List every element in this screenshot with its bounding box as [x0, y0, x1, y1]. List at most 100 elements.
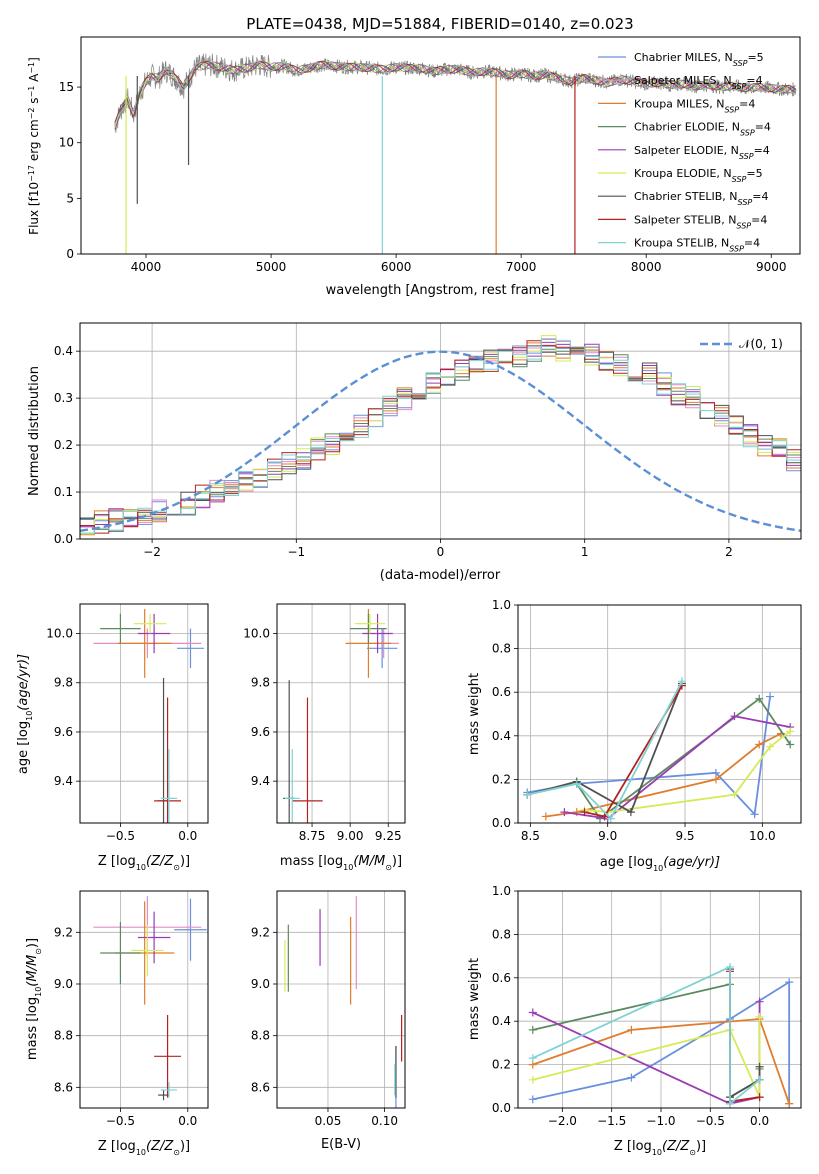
y-tick-label: 0.1: [54, 485, 73, 499]
legend-label-part: Kroupa MILES, N: [634, 97, 724, 110]
legend-label-part: SSP: [736, 221, 751, 230]
legend-label: Chabrier MILES, NSSP=5: [634, 51, 764, 68]
legend-label: Chabrier ELODIE, NSSP=4: [634, 121, 771, 138]
legend-label-part: =4: [751, 213, 767, 226]
x-axis-label-part: )]: [180, 1139, 190, 1154]
y-tick-label: 0.4: [492, 1014, 511, 1028]
legend-label-part: Kroupa ELODIE, N: [634, 167, 732, 180]
axes-frame: [79, 603, 209, 824]
x-axis-label: age [log10(age/yr)]: [600, 855, 720, 873]
x-axis-label-part: ⊙: [173, 863, 180, 872]
y-axis-label-part: −2: [27, 108, 36, 120]
y-axis-label: mass weight: [467, 673, 482, 755]
x-tick-label: 4000: [131, 260, 162, 274]
mass-vs-metallicity-plot: −0.5 0.08.68.89.09.2Z [log10(Z/Z⊙)]mass […: [25, 890, 209, 1157]
series-line: [564, 715, 791, 820]
y-tick-label: 0.3: [54, 391, 73, 405]
y-tick-label: 15: [59, 80, 74, 94]
errorbar: [350, 613, 387, 644]
legend-label-part: Salpeter MILES, N: [634, 74, 732, 87]
y-tick-label: 9.0: [251, 977, 270, 991]
y-axis-label-part: −1: [27, 62, 36, 74]
mass-vs-ebv-plot: 0.05 0.10 8.6 8.8 9.0 9.2 E(B-V): [251, 890, 406, 1152]
x-tick-label: 9.25: [375, 829, 402, 843]
errorbar-layer: [284, 896, 403, 1108]
series-marker: [755, 694, 764, 703]
x-axis-label-part: 10: [652, 1148, 662, 1157]
errorbar: [117, 608, 172, 678]
x-tick-label: 6000: [381, 260, 412, 274]
series-marker: [766, 692, 775, 701]
errorbar-layer: [93, 608, 204, 823]
errorbar: [133, 613, 167, 634]
x-axis-label-part: wavelength [Angstrom, rest frame]: [326, 283, 555, 298]
legend-label-part: Salpeter ELODIE, N: [634, 144, 739, 157]
x-axis-label-part: Z [log: [98, 854, 136, 869]
y-tick-label: 1.0: [492, 598, 511, 612]
spectrum-layer: [114, 53, 797, 254]
y-axis-label-part: 10: [25, 711, 34, 721]
series-marker: [730, 790, 739, 799]
x-tick-label: 8000: [631, 260, 662, 274]
legend-label: 𝒩(0, 1): [739, 337, 783, 351]
series-marker: [627, 1073, 636, 1082]
errorbar-layer: [93, 896, 207, 1101]
series-marker: [755, 1062, 764, 1071]
series-marker: [726, 1099, 735, 1108]
series-marker: [755, 1012, 764, 1021]
y-tick-label: 0.6: [492, 971, 511, 985]
errorbar-layer: [283, 608, 399, 823]
x-axis-label-part: ⊙: [385, 863, 392, 872]
x-tick-label: 0.0: [178, 829, 197, 843]
y-axis-label-part: ⊙: [34, 948, 43, 955]
x-axis-label-part: ⊙: [689, 1148, 696, 1157]
errorbar: [154, 697, 182, 823]
x-tick-label: 0: [437, 545, 445, 559]
legend-label-part: SSP: [732, 82, 747, 91]
x-axis-label: Z [log10(Z/Z⊙)]: [614, 1139, 706, 1157]
series-marker: [528, 1008, 537, 1017]
y-tick-label: 9.6: [251, 725, 270, 739]
errorbar: [100, 613, 141, 644]
legend-label-part: =4: [744, 237, 760, 250]
legend-label-part: =4: [755, 121, 771, 134]
age-vs-mass-plot: 8.75 9.00 9.25 9.4 9.6 9.8 10.0 mass [log10(M/M…: [243, 603, 406, 872]
y-tick-label: 10: [59, 136, 74, 150]
y-tick-label: 8.6: [251, 1080, 270, 1094]
y-tick-label: 9.0: [54, 977, 73, 991]
y-axis-label-part: s: [27, 97, 41, 107]
x-tick-label: 7000: [506, 260, 537, 274]
x-axis-label: (data-model)/error: [380, 568, 501, 583]
x-axis-label: Z [log10(Z/Z⊙)]: [98, 1139, 190, 1157]
x-axis-label-part: 10: [136, 863, 146, 872]
legend-label-part: Chabrier ELODIE, N: [634, 121, 740, 134]
errorbar: [362, 613, 393, 654]
legend-label-part: Salpeter STELIB, N: [634, 213, 736, 226]
series-marker: [560, 808, 569, 817]
y-tick-label: 9.8: [251, 676, 270, 690]
x-tick-label: 9.0: [598, 829, 617, 843]
y-tick-label: 0: [66, 247, 74, 261]
y-axis-label-part: Normed distribution: [27, 366, 42, 496]
x-tick-label: −1.5: [597, 1114, 626, 1128]
series-marker: [786, 727, 795, 736]
errorbar: [137, 911, 171, 964]
series-line: [532, 1016, 761, 1098]
axes-frame: [276, 603, 406, 824]
series-marker: [786, 740, 795, 749]
x-axis-label-part: ⊙: [173, 1148, 180, 1157]
y-tick-label: 9.8: [54, 676, 73, 690]
errorbar: [137, 613, 171, 654]
x-tick-label: −2: [143, 545, 161, 559]
series-line: [532, 1018, 791, 1104]
axes-frame: [517, 604, 802, 824]
histogram-layer: [80, 335, 801, 536]
y-axis-label-part: (age/yr)]: [16, 654, 31, 711]
series-marker: [528, 1075, 537, 1084]
series-marker: [766, 742, 775, 751]
legend-label-part: =4: [752, 190, 768, 203]
y-axis-label-part: ]: [27, 57, 41, 62]
weight-vs-age-plot: 8.5 9.0 9.5 10.0 0.0 0.2 0.4 0.6 0.8 1.0 age [log1…: [467, 598, 802, 873]
legend-label-part: Chabrier MILES, N: [634, 51, 733, 64]
